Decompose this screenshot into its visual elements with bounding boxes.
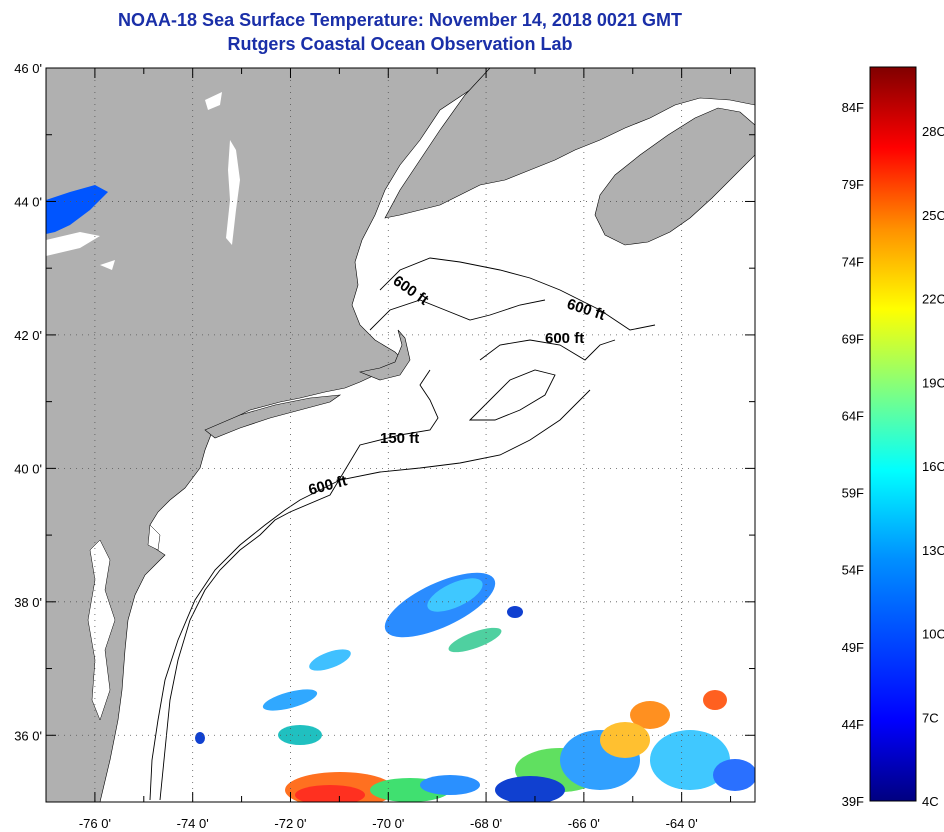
lat-tick-label: 36 0' [14,728,42,743]
contour-georges-bank [468,369,556,421]
axis-ticks [45,67,755,803]
colorbar-f-label: 54F [842,563,864,578]
colorbar-c-label: 25C [922,208,944,223]
colorbar-c-label: 28C [922,124,944,139]
colorbar-f-label: 74F [842,254,864,269]
lake-patch [205,92,222,110]
lon-tick-label: -68 0' [470,816,502,831]
colorbar-f-label: 39F [842,794,864,809]
land-nova-scotia [594,107,755,246]
colorbar-c-label: 13C [922,543,944,558]
colorbar-f-label: 64F [842,408,864,423]
lon-tick-label: -66 0' [568,816,600,831]
contour-gom-600ft [379,257,656,331]
colorbar-f-label: 79F [842,177,864,192]
colorbar-c-label: 7C [922,710,939,725]
delaware-bay [147,524,161,551]
land-long-island [204,394,342,439]
lat-tick-label: 44 0' [14,194,42,209]
lon-tick-label: -72 0' [274,816,306,831]
depth-contours [149,257,656,801]
colorbar-c-label: 22C [922,292,944,307]
colorbar-f-label: 44F [842,717,864,732]
lon-tick-label: -74 0' [177,816,209,831]
lon-tick-label: -64 0' [666,816,698,831]
lon-tick-label: -76 0' [79,816,111,831]
colorbar-c-label: 19C [922,375,944,390]
contour-label: 150 ft [380,430,419,447]
lon-tick-label: -70 0' [372,816,404,831]
contour-gom-basin [369,299,546,331]
contour-georges [479,339,616,361]
contour-600ft-shelf [149,389,591,801]
colorbar-f-label: 84F [842,100,864,115]
colorbar-c-label: 16C [922,459,944,474]
lat-tick-label: 40 0' [14,461,42,476]
lat-tick-label: 46 0' [14,61,42,76]
land-mainland [46,68,491,802]
colorbar-f-label: 59F [842,486,864,501]
lake-patch [100,260,115,270]
contour-label: 600 ft [545,330,584,347]
colorbar-f-label: 69F [842,331,864,346]
colorbar [869,66,917,802]
colorbar-labels: 84F 79F 74F 69F 64F 59F 54F 49F 44F 39F 28C 25C 22C 1… [842,100,944,809]
colorbar-c-label: 4C [922,794,939,809]
axis-labels: -76 0' -74 0' -72 0' -70 0' -68 0' -66 0' -64 … [14,61,698,831]
lake-ontario [46,185,108,234]
lake-champlain [226,140,240,245]
lat-tick-label: 42 0' [14,328,42,343]
colorbar-c-label: 10C [922,627,944,642]
map-frame [45,67,756,803]
colorbar-f-label: 49F [842,640,864,655]
contour-150ft [159,369,439,801]
land-cape-cod [358,329,411,381]
map-title: NOAA-18 Sea Surface Temperature: Novembe… [118,10,682,30]
graticule [46,67,755,802]
lake-erie-edge [46,232,100,256]
land-new-brunswick [384,68,755,219]
map-subtitle: Rutgers Coastal Ocean Observation Lab [227,34,573,54]
lat-tick-label: 38 0' [14,595,42,610]
sst-patches [195,572,755,802]
